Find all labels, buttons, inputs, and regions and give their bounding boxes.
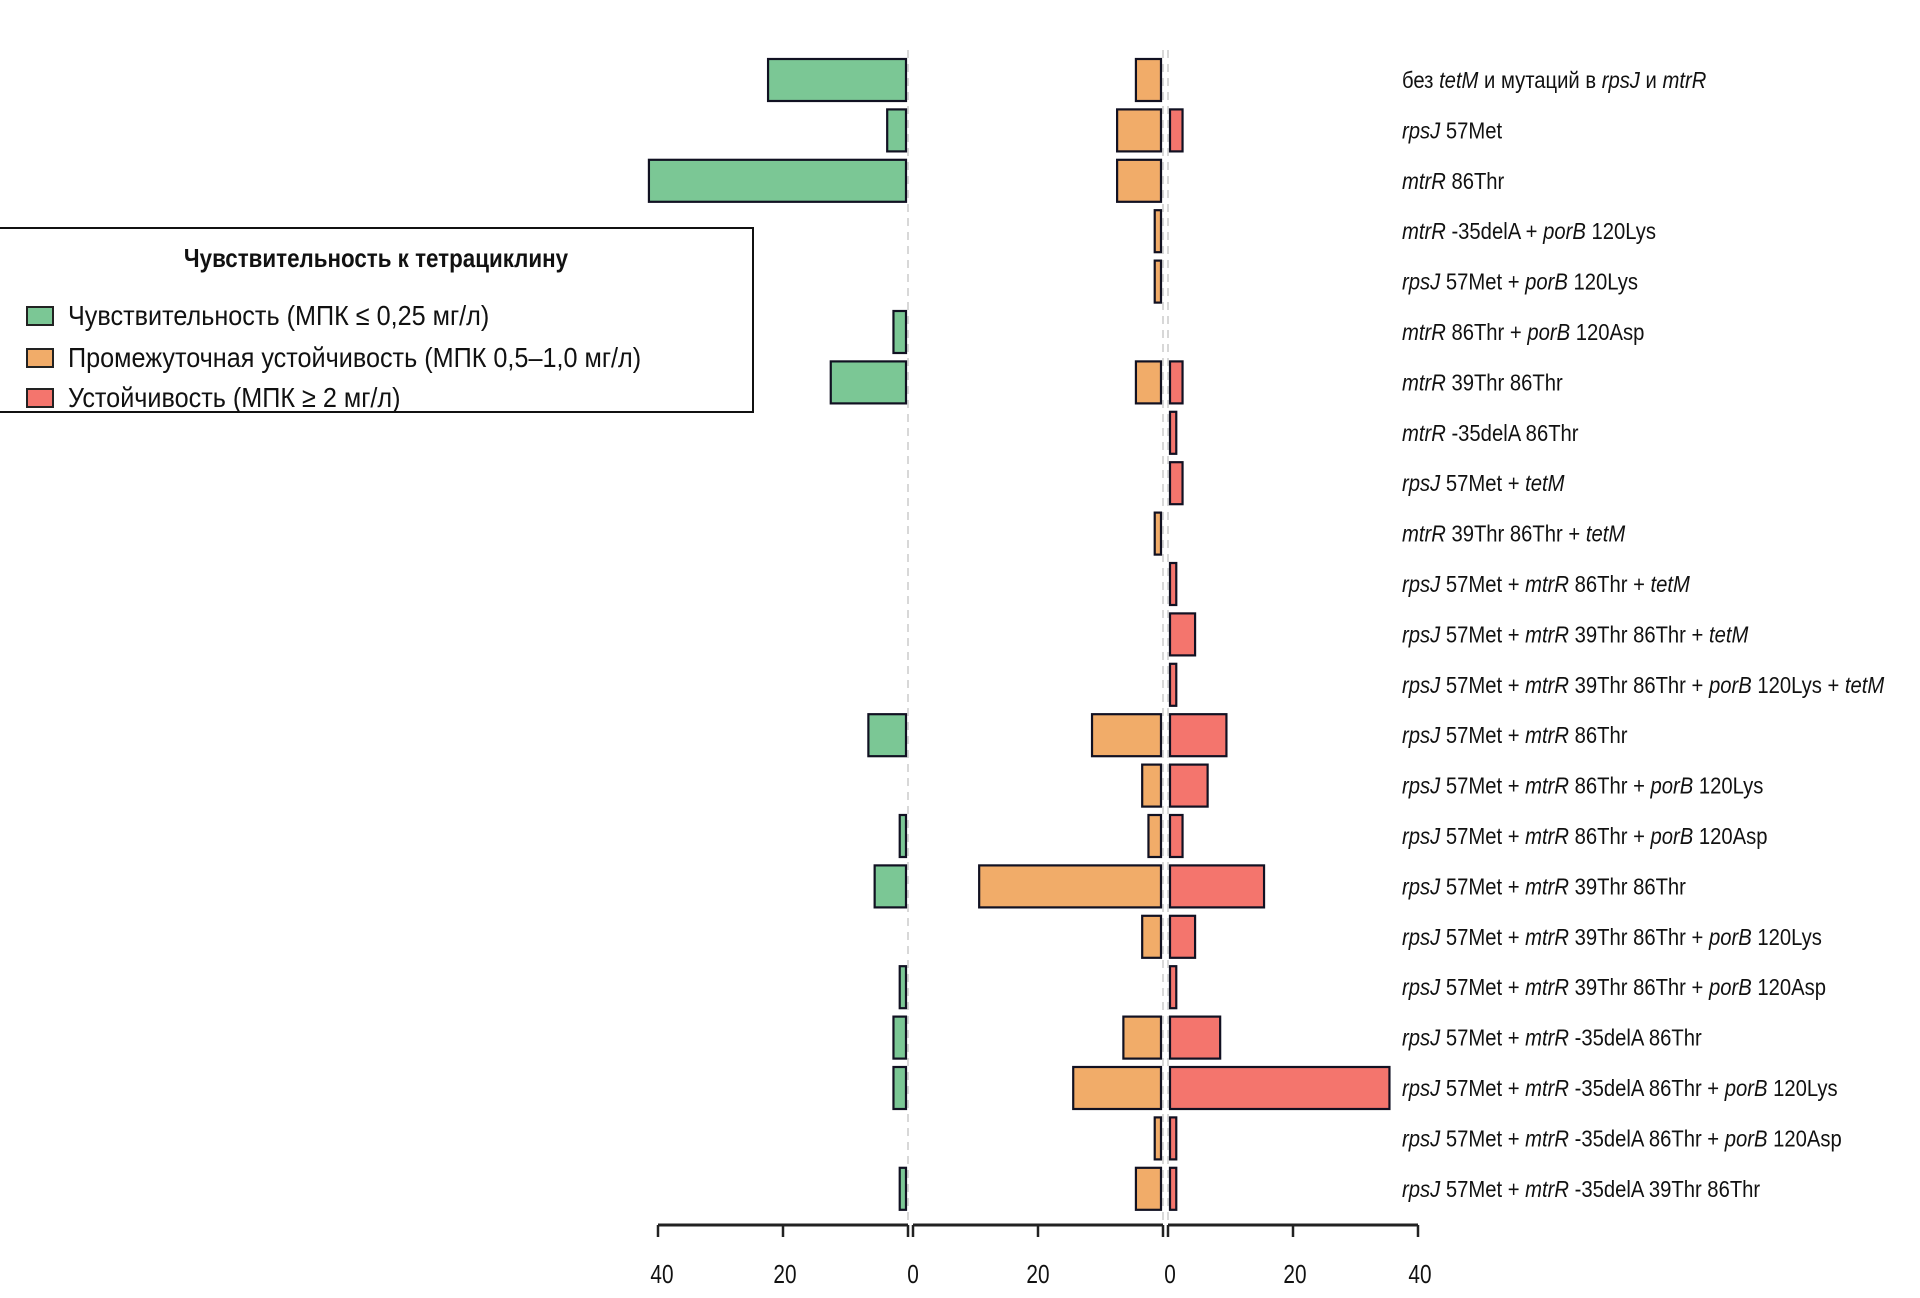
category-labels: без tetM и мутаций в rpsJ и mtrR rpsJ 57M… bbox=[1402, 67, 1885, 1202]
bar-intermediate bbox=[1116, 108, 1163, 153]
category-label: rpsJ 57Met + porB 120Lys bbox=[1402, 268, 1638, 295]
legend-swatch-intermediate bbox=[26, 348, 54, 368]
bar-resistant bbox=[1168, 410, 1178, 455]
bar-susceptible bbox=[898, 1166, 908, 1211]
bar-resistant bbox=[1168, 864, 1266, 909]
category-label: rpsJ 57Met + mtrR -35delA 86Thr + porB 1… bbox=[1402, 1125, 1842, 1152]
bar-intermediate bbox=[1153, 1116, 1163, 1161]
bar-resistant bbox=[1168, 461, 1184, 506]
tick-label: 0 bbox=[907, 1260, 919, 1289]
bar-resistant bbox=[1168, 662, 1178, 707]
category-label: rpsJ 57Met + mtrR -35delA 86Thr + porB 1… bbox=[1402, 1075, 1838, 1102]
category-label: rpsJ 57Met + mtrR 39Thr 86Thr + porB 120… bbox=[1402, 924, 1822, 951]
category-label: rpsJ 57Met + tetM bbox=[1402, 470, 1565, 497]
x-axis: 40 20 0 20 0 20 40 bbox=[650, 1223, 1432, 1289]
bar-resistant bbox=[1168, 1065, 1391, 1111]
tick-label: 20 bbox=[1026, 1260, 1049, 1289]
legend-item-intermediate: Промежуточная устойчивость (МПК 0,5–1,0 … bbox=[26, 341, 705, 375]
category-label: rpsJ 57Met + mtrR -35delA 39Thr 86Thr bbox=[1402, 1176, 1760, 1203]
bar-susceptible bbox=[898, 965, 908, 1010]
category-label: mtrR -35delA + porB 120Lys bbox=[1402, 218, 1656, 245]
bar-susceptible bbox=[647, 158, 908, 203]
category-label: mtrR 39Thr 86Thr bbox=[1402, 369, 1563, 396]
bar-resistant bbox=[1168, 360, 1184, 405]
bar-intermediate bbox=[1072, 1065, 1163, 1111]
bar-resistant bbox=[1168, 108, 1184, 153]
bar-intermediate bbox=[1116, 158, 1163, 203]
bar-resistant bbox=[1168, 965, 1178, 1010]
bar-intermediate bbox=[1122, 1015, 1163, 1060]
bar-intermediate bbox=[1090, 713, 1163, 758]
tick-label: 40 bbox=[650, 1260, 673, 1289]
bar-resistant bbox=[1168, 1116, 1178, 1161]
bar-intermediate bbox=[1141, 763, 1163, 808]
tick-label: 20 bbox=[773, 1260, 796, 1289]
tick-label: 0 bbox=[1164, 1260, 1176, 1289]
tick-label: 20 bbox=[1283, 1260, 1306, 1289]
category-label: mtrR 86Thr + porB 120Asp bbox=[1402, 319, 1644, 346]
category-label: rpsJ 57Met + mtrR 86Thr bbox=[1402, 722, 1627, 749]
legend-swatch-resistant bbox=[26, 388, 54, 408]
bar-susceptible bbox=[766, 57, 908, 103]
bar-intermediate bbox=[1141, 914, 1163, 959]
tick-label: 40 bbox=[1408, 1260, 1431, 1289]
bar-susceptible bbox=[886, 108, 908, 153]
bar-resistant bbox=[1168, 914, 1197, 959]
bar-intermediate bbox=[1153, 209, 1163, 254]
category-label: rpsJ 57Met + mtrR 86Thr + porB 120Asp bbox=[1402, 823, 1768, 850]
bar-susceptible bbox=[892, 1065, 908, 1111]
bar-intermediate bbox=[978, 864, 1163, 909]
legend-label-susceptible: Чувствительность (МПК ≤ 0,25 мг/л) bbox=[68, 300, 490, 331]
bar-susceptible bbox=[873, 864, 908, 909]
bar-susceptible bbox=[892, 1015, 908, 1060]
category-label: mtrR 39Thr 86Thr + tetM bbox=[1402, 520, 1626, 547]
bar-resistant bbox=[1168, 813, 1184, 859]
category-label: без tetM и мутаций в rpsJ и mtrR bbox=[1402, 67, 1706, 94]
bar-intermediate bbox=[1153, 259, 1163, 304]
bar-resistant bbox=[1168, 1166, 1178, 1211]
bar-intermediate bbox=[1134, 1166, 1163, 1211]
legend-title: Чувствительность к тетрациклину bbox=[183, 243, 569, 273]
bar-resistant bbox=[1168, 763, 1209, 808]
bar-susceptible bbox=[867, 713, 908, 758]
category-label: mtrR 86Thr bbox=[1402, 168, 1504, 195]
legend-label-resistant: Устойчивость (МПК ≥ 2 мг/л) bbox=[68, 382, 401, 413]
legend-swatch-susceptible bbox=[26, 306, 54, 326]
category-label: rpsJ 57Met + mtrR 39Thr 86Thr bbox=[1402, 873, 1686, 900]
bar-susceptible bbox=[829, 360, 908, 405]
category-label: rpsJ 57Met + mtrR -35delA 86Thr bbox=[1402, 1024, 1702, 1051]
legend-item-susceptible: Чувствительность (МПК ≤ 0,25 мг/л) bbox=[26, 299, 536, 333]
legend: Чувствительность к тетрациклину Чувствит… bbox=[0, 227, 754, 413]
category-label: rpsJ 57Met + mtrR 86Thr + tetM bbox=[1402, 571, 1691, 598]
category-label: rpsJ 57Met + mtrR 39Thr 86Thr + porB 120… bbox=[1402, 974, 1826, 1001]
category-label: rpsJ 57Met + mtrR 39Thr 86Thr + tetM bbox=[1402, 621, 1749, 648]
category-label: rpsJ 57Met + mtrR 86Thr + porB 120Lys bbox=[1402, 772, 1764, 799]
bar-susceptible bbox=[898, 813, 908, 859]
bar-intermediate bbox=[1153, 511, 1163, 556]
category-label: rpsJ 57Met + mtrR 39Thr 86Thr + porB 120… bbox=[1402, 672, 1885, 699]
bar-resistant bbox=[1168, 1015, 1222, 1060]
bar-susceptible bbox=[892, 309, 908, 355]
category-label: mtrR -35delA 86Thr bbox=[1402, 420, 1579, 447]
bars bbox=[647, 57, 1391, 1211]
bar-intermediate bbox=[1134, 57, 1163, 103]
legend-label-intermediate: Промежуточная устойчивость (МПК 0,5–1,0 … bbox=[68, 342, 642, 373]
bar-resistant bbox=[1168, 561, 1178, 607]
bar-resistant bbox=[1168, 612, 1197, 657]
bar-resistant bbox=[1168, 713, 1228, 758]
legend-item-resistant: Устойчивость (МПК ≥ 2 мг/л) bbox=[26, 381, 437, 415]
bar-intermediate bbox=[1147, 813, 1163, 859]
bar-intermediate bbox=[1134, 360, 1163, 405]
category-label: rpsJ 57Met bbox=[1402, 117, 1502, 144]
